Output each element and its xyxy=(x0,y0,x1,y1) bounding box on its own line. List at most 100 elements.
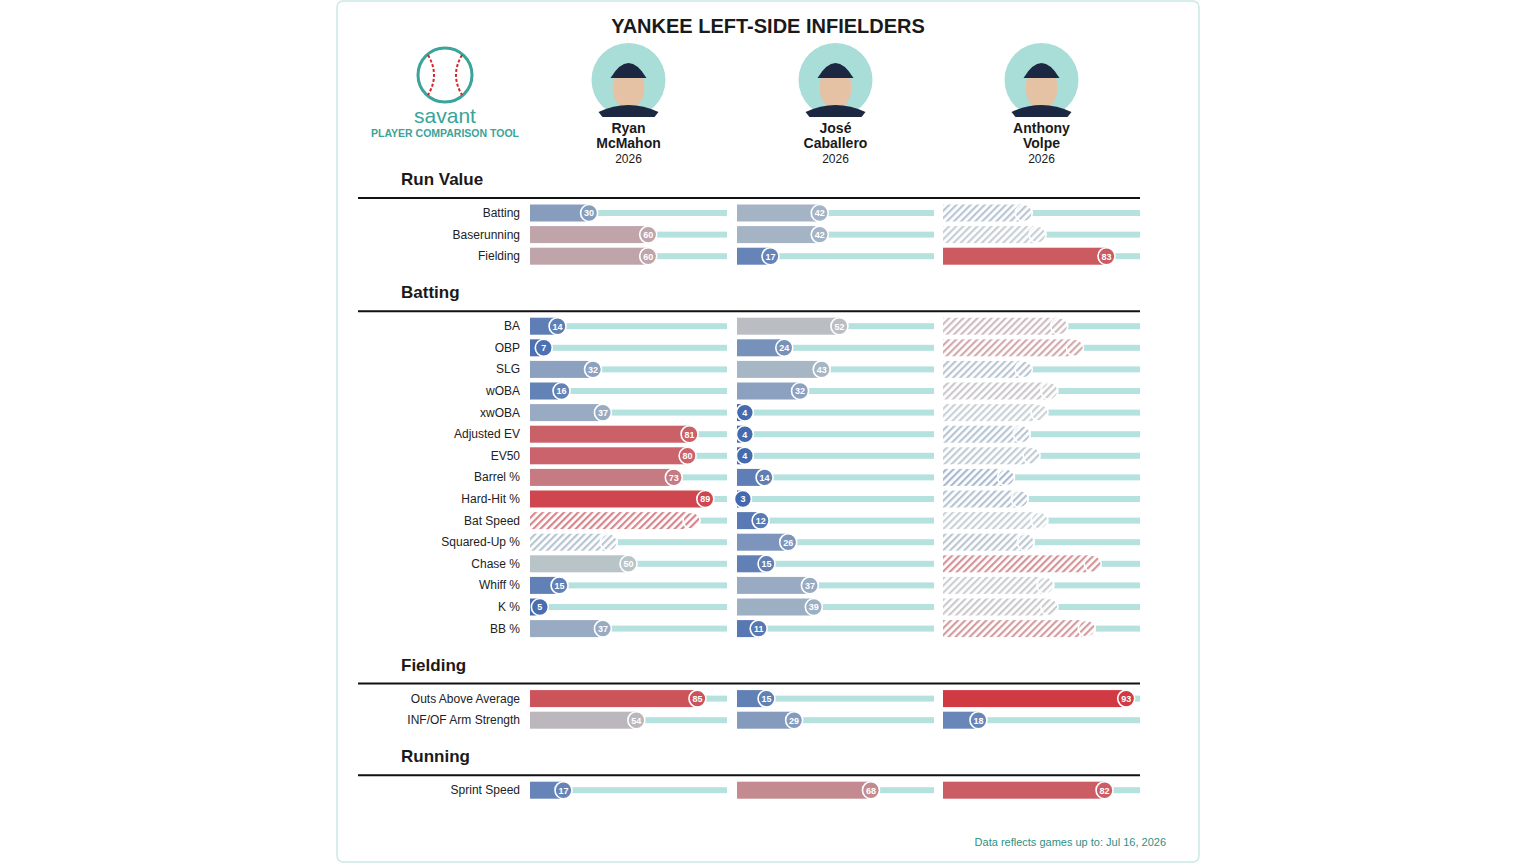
bar xyxy=(737,599,814,616)
bar xyxy=(943,426,1022,443)
badge: 15 xyxy=(551,577,568,594)
metric-label: Squared-Up % xyxy=(441,535,520,549)
badge: 39 xyxy=(805,599,822,616)
value-badge xyxy=(756,469,773,486)
badge xyxy=(1029,226,1046,243)
bars xyxy=(737,318,839,335)
value-badge xyxy=(776,339,793,356)
data-label: 37 xyxy=(805,581,815,591)
bars xyxy=(943,512,1040,529)
bars xyxy=(943,248,1107,265)
value-badge xyxy=(801,577,818,594)
player-name-line: José xyxy=(820,120,852,136)
bar xyxy=(530,512,692,529)
value-badge xyxy=(581,205,598,222)
data-label: 42 xyxy=(815,208,825,218)
data-label: 43 xyxy=(817,365,827,375)
value-badge xyxy=(1037,577,1054,594)
value-badge xyxy=(1011,491,1028,508)
bar xyxy=(943,205,1024,222)
value-badge xyxy=(640,226,657,243)
headshot-bg xyxy=(592,43,666,117)
badge xyxy=(1041,599,1058,616)
value-badge xyxy=(1041,383,1058,400)
value-badge xyxy=(813,361,830,378)
badge: 93 xyxy=(1118,690,1135,707)
badge xyxy=(1015,205,1032,222)
value-badge xyxy=(780,534,797,551)
badge: 15 xyxy=(758,690,775,707)
metric-label: Baserunning xyxy=(453,228,520,242)
data-label: 15 xyxy=(762,694,772,704)
data-label: 50 xyxy=(623,559,633,569)
metric-label: OBP xyxy=(495,341,520,355)
bar xyxy=(943,555,1093,572)
value-badge xyxy=(750,620,767,637)
metric-label: BB % xyxy=(490,622,520,636)
data-label: 52 xyxy=(834,322,844,332)
bar xyxy=(530,248,648,265)
badge: 11 xyxy=(750,620,767,637)
bars xyxy=(943,205,1024,222)
bars xyxy=(737,205,820,222)
section-rule xyxy=(358,310,1140,312)
player-name: JoséCaballero xyxy=(804,120,868,151)
bar xyxy=(530,712,636,729)
player-name: AnthonyVolpe xyxy=(1013,120,1070,151)
badge xyxy=(1084,555,1101,572)
bar xyxy=(943,690,1126,707)
section: Run ValueBatting3042Baserunning6042Field… xyxy=(358,170,1140,265)
bars xyxy=(737,361,822,378)
value-badge xyxy=(665,469,682,486)
logo: savantPLAYER COMPARISON TOOL xyxy=(371,48,520,139)
badge xyxy=(1023,447,1040,464)
bars xyxy=(530,712,636,729)
bar xyxy=(530,469,674,486)
data-label: 54 xyxy=(631,716,641,726)
value-badge xyxy=(697,491,714,508)
badge: 82 xyxy=(1096,782,1113,799)
value-badge xyxy=(1029,226,1046,243)
logo-subtitle: PLAYER COMPARISON TOOL xyxy=(371,127,520,139)
headshot-cap xyxy=(818,63,854,78)
bar xyxy=(737,383,800,400)
value-badge xyxy=(862,782,879,799)
value-badge xyxy=(1015,361,1032,378)
value-badge xyxy=(970,712,987,729)
data-label: 14 xyxy=(553,322,563,332)
badge xyxy=(1011,491,1028,508)
section-rule xyxy=(358,683,1140,685)
bars xyxy=(530,361,593,378)
section-rule xyxy=(358,197,1140,199)
player-year: 2026 xyxy=(1028,152,1055,166)
data-label: 37 xyxy=(598,408,608,418)
badge: 81 xyxy=(681,426,698,443)
value-badge xyxy=(531,599,548,616)
value-badge xyxy=(734,491,751,508)
metric-label: BA xyxy=(504,319,520,333)
metric-label: EV50 xyxy=(491,449,521,463)
logo-text: savant xyxy=(414,104,476,127)
badge: 89 xyxy=(697,491,714,508)
value-badge xyxy=(594,620,611,637)
data-label: 39 xyxy=(809,602,819,612)
data-label: 37 xyxy=(598,624,608,634)
data-label: 32 xyxy=(588,365,598,375)
data-label: 14 xyxy=(760,473,770,483)
data-label: 15 xyxy=(555,581,565,591)
value-badge xyxy=(549,318,566,335)
badge: 43 xyxy=(813,361,830,378)
value-badge xyxy=(535,339,552,356)
data-label: 5 xyxy=(537,602,542,612)
metric-label: Bat Speed xyxy=(464,514,520,528)
bars xyxy=(530,555,629,572)
value-badge xyxy=(786,712,803,729)
bars xyxy=(943,782,1105,799)
value-badge xyxy=(628,712,645,729)
track xyxy=(737,453,934,459)
badge: 14 xyxy=(756,469,773,486)
value-badge xyxy=(1017,534,1034,551)
value-badge xyxy=(681,426,698,443)
value-badge xyxy=(1015,205,1032,222)
value-badge xyxy=(555,782,572,799)
